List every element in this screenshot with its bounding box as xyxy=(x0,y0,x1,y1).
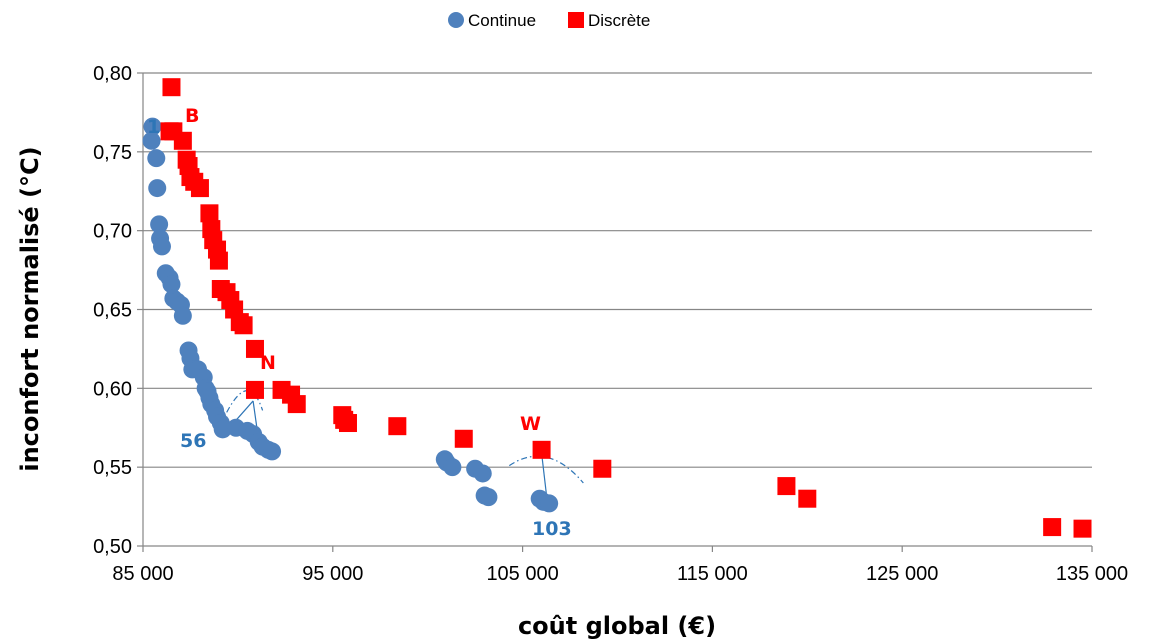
point-discrete xyxy=(287,395,306,414)
x-tick-labels: 85 000 95 000 105 000 115 000 125 000 135 000 xyxy=(112,563,1128,585)
point-discrete xyxy=(234,316,253,335)
point-continue xyxy=(479,488,498,507)
y-tick-labels: 0,50 0,55 0,60 0,65 0,70 0,75 0,80 xyxy=(93,63,132,558)
point-continue xyxy=(143,117,162,136)
point-discrete xyxy=(338,414,357,433)
point-continue xyxy=(473,464,492,483)
y-tick-label: 0,80 xyxy=(93,63,132,85)
point-continue xyxy=(147,149,166,168)
point-discrete xyxy=(245,339,264,358)
annotation-label: B xyxy=(185,105,199,127)
guide-arc-56 xyxy=(220,390,264,425)
point-continue xyxy=(142,131,161,150)
legend: Continue Discrète xyxy=(448,11,650,30)
annotation-label: 103 xyxy=(532,518,572,540)
point-discrete xyxy=(173,131,192,150)
legend-marker-discrete xyxy=(568,12,584,28)
point-discrete xyxy=(798,489,817,508)
point-discrete xyxy=(532,440,551,459)
x-axis-title: coût global (€) xyxy=(518,612,716,640)
point-continue xyxy=(443,458,462,477)
leader-line-56b xyxy=(252,400,258,428)
x-tick-label: 95 000 xyxy=(302,563,363,585)
point-discrete xyxy=(1043,518,1062,537)
series-discrete xyxy=(160,78,1092,538)
annotation-label: W xyxy=(520,413,541,435)
series-continue xyxy=(142,117,559,513)
x-tick-label: 125 000 xyxy=(866,563,938,585)
x-tick-label: 135 000 xyxy=(1056,563,1128,585)
point-discrete xyxy=(190,179,209,198)
annotation-label: 1 xyxy=(147,116,160,138)
legend-label-continue: Continue xyxy=(468,11,536,30)
point-discrete xyxy=(593,459,612,478)
x-tick-label: 85 000 xyxy=(112,563,173,585)
point-discrete xyxy=(388,417,407,436)
y-tick-label: 0,55 xyxy=(93,457,132,479)
legend-marker-continue xyxy=(448,12,464,28)
y-tick-label: 0,75 xyxy=(93,142,132,164)
axes xyxy=(137,72,1093,552)
annotation-label: N xyxy=(260,352,276,374)
point-discrete xyxy=(1073,519,1092,538)
point-continue xyxy=(150,215,169,234)
legend-label-discrete: Discrète xyxy=(588,11,650,30)
point-discrete xyxy=(245,380,264,399)
x-tick-label: 115 000 xyxy=(677,563,748,585)
point-continue xyxy=(173,306,192,325)
y-tick-label: 0,70 xyxy=(93,221,132,243)
grid-lines xyxy=(143,72,1092,468)
y-tick-label: 0,50 xyxy=(93,536,132,558)
point-discrete xyxy=(200,204,219,223)
y-axis-title: inconfort normalisé (°C) xyxy=(16,146,44,471)
point-continue xyxy=(162,275,181,294)
point-discrete xyxy=(162,78,181,97)
point-discrete xyxy=(777,477,796,496)
point-discrete xyxy=(454,429,473,448)
point-continue xyxy=(148,179,167,198)
annotations: 1 B N 56 W 103 xyxy=(147,105,572,540)
point-continue xyxy=(213,420,232,439)
point-discrete xyxy=(209,251,228,270)
x-tick-label: 105 000 xyxy=(486,563,558,585)
point-continue xyxy=(152,237,171,256)
annotation-label: 56 xyxy=(180,430,206,452)
guide-arc-103 xyxy=(508,455,584,484)
y-tick-label: 0,60 xyxy=(93,378,132,400)
point-continue xyxy=(540,494,559,513)
y-tick-label: 0,65 xyxy=(93,300,132,322)
point-continue xyxy=(263,442,282,461)
